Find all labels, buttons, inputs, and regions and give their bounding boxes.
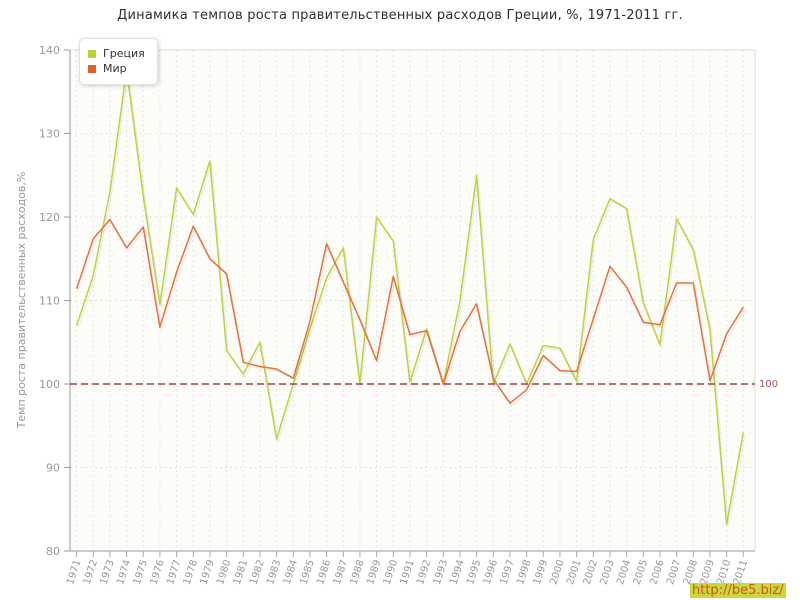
- plot-area: [70, 50, 755, 551]
- svg-text:1988: 1988: [348, 559, 366, 587]
- legend-label: Греция: [103, 47, 145, 60]
- svg-text:1974: 1974: [115, 559, 133, 587]
- series-line-1: [75, 218, 744, 404]
- legend-color-swatch: [88, 50, 96, 58]
- svg-text:2009: 2009: [698, 559, 716, 587]
- svg-text:2008: 2008: [682, 559, 700, 587]
- svg-text:1986: 1986: [315, 559, 333, 587]
- svg-text:1981: 1981: [232, 559, 250, 587]
- svg-text:1994: 1994: [448, 559, 466, 587]
- y-axis-title: Темп роста правительственных расходов,%: [15, 172, 28, 430]
- svg-text:140: 140: [39, 44, 60, 57]
- svg-text:1971: 1971: [65, 559, 83, 587]
- svg-text:1983: 1983: [265, 559, 283, 587]
- svg-text:120: 120: [39, 211, 60, 224]
- x-tick-labels: 1971197219731974197519761977197819791980…: [65, 551, 750, 586]
- svg-text:2010: 2010: [715, 559, 733, 587]
- svg-text:1979: 1979: [198, 559, 216, 587]
- svg-text:2011: 2011: [732, 559, 750, 587]
- svg-text:1989: 1989: [365, 559, 383, 587]
- svg-text:2005: 2005: [632, 559, 650, 587]
- svg-text:1977: 1977: [165, 559, 183, 587]
- svg-text:1990: 1990: [382, 559, 400, 587]
- svg-text:110: 110: [39, 295, 60, 308]
- svg-text:1973: 1973: [98, 559, 116, 587]
- svg-text:1991: 1991: [398, 559, 416, 587]
- gridlines: [70, 50, 755, 551]
- svg-text:2004: 2004: [615, 559, 633, 587]
- series-line-0: [75, 69, 745, 526]
- legend-label: Мир: [103, 62, 127, 75]
- svg-text:2001: 2001: [565, 559, 583, 587]
- svg-text:1998: 1998: [515, 559, 533, 587]
- svg-text:1980: 1980: [215, 559, 233, 587]
- svg-text:1984: 1984: [282, 559, 300, 587]
- svg-text:80: 80: [46, 545, 60, 558]
- svg-text:1997: 1997: [498, 559, 516, 587]
- svg-text:1992: 1992: [415, 559, 433, 587]
- svg-text:1975: 1975: [132, 559, 150, 587]
- svg-text:1996: 1996: [482, 559, 500, 587]
- svg-text:1999: 1999: [532, 559, 550, 587]
- svg-text:1987: 1987: [332, 559, 350, 587]
- svg-text:1978: 1978: [182, 559, 200, 587]
- svg-text:130: 130: [39, 128, 60, 141]
- reference-line-label: 100: [759, 379, 778, 390]
- chart-title: Динамика темпов роста правительственных …: [117, 8, 683, 23]
- svg-text:1995: 1995: [465, 559, 483, 587]
- svg-text:2007: 2007: [665, 559, 683, 587]
- legend-color-swatch: [88, 65, 96, 73]
- y-tick-labels: 80 90 100 110 120 130 140: [39, 44, 70, 558]
- svg-text:1993: 1993: [432, 559, 450, 587]
- svg-text:2006: 2006: [648, 559, 666, 587]
- svg-text:2002: 2002: [582, 559, 600, 587]
- legend-item-0: Греция: [88, 48, 145, 60]
- legend: Греция Мир: [79, 38, 158, 85]
- svg-text:100: 100: [39, 378, 60, 391]
- watermark-link[interactable]: http://be5.biz/: [690, 583, 786, 598]
- legend-item-1: Мир: [88, 63, 145, 75]
- svg-text:2000: 2000: [548, 559, 566, 587]
- svg-text:1985: 1985: [298, 559, 316, 587]
- svg-text:1972: 1972: [82, 559, 100, 587]
- svg-text:1976: 1976: [148, 559, 166, 587]
- svg-text:2003: 2003: [598, 559, 616, 587]
- svg-text:1982: 1982: [248, 559, 266, 587]
- svg-text:90: 90: [46, 462, 60, 475]
